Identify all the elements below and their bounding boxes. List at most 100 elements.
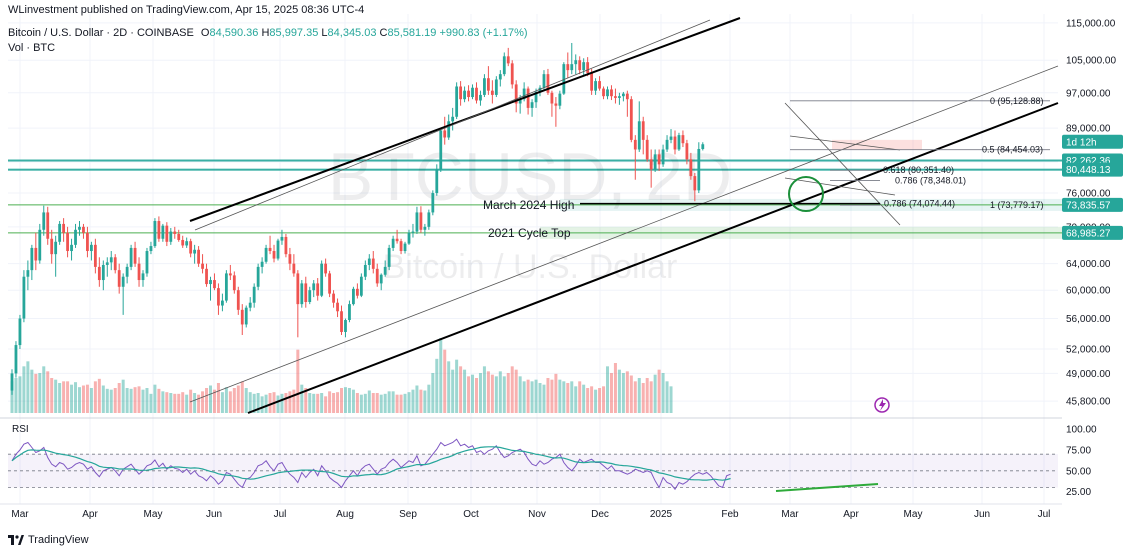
- volume-bar: [212, 389, 216, 413]
- volume-bar: [66, 381, 70, 413]
- candle-body: [443, 130, 447, 138]
- grid-layer: [0, 14, 1125, 505]
- volume-bar: [252, 393, 256, 413]
- volume-bar: [502, 376, 506, 413]
- candle-body: [614, 96, 617, 98]
- volume-bar: [276, 395, 280, 413]
- price-tag-label: 82,262.36: [1066, 156, 1111, 167]
- volume-bar: [232, 388, 236, 413]
- volume-bar: [363, 393, 367, 413]
- volume-bar: [570, 381, 574, 413]
- rsi-pane-label: RSI: [12, 424, 29, 435]
- volume-bar: [236, 385, 240, 413]
- volume-bar: [530, 381, 534, 413]
- candle-body: [90, 244, 93, 252]
- volume-bar: [340, 388, 344, 413]
- volume-bar: [415, 385, 419, 413]
- volume-bar: [494, 376, 498, 413]
- volume-bar: [177, 393, 181, 413]
- volume-bar: [320, 393, 324, 413]
- candle-body: [161, 225, 165, 239]
- candle-body: [467, 90, 470, 98]
- candle-body: [399, 241, 403, 252]
- candle-body: [224, 273, 228, 301]
- candle-body: [320, 263, 324, 296]
- volume-bar: [586, 388, 590, 413]
- candle-body: [82, 226, 85, 233]
- volume-bar: [70, 384, 74, 413]
- candle-body: [546, 74, 550, 93]
- candle-body: [375, 268, 379, 284]
- volume-bar: [554, 373, 558, 413]
- candle-body: [304, 283, 308, 303]
- candle-body: [514, 84, 518, 104]
- volume-bar: [121, 379, 125, 413]
- volume-bar: [248, 392, 252, 413]
- volume-bar: [50, 378, 54, 413]
- volume-bar: [280, 393, 284, 413]
- candle-body: [157, 221, 161, 239]
- time-tick-label: Mar: [781, 509, 799, 520]
- candle-body: [558, 93, 562, 106]
- symbol-label[interactable]: Bitcoin / U.S. Dollar · 2D · COINBASE: [8, 27, 194, 39]
- candle-body: [522, 88, 526, 100]
- candle-body: [582, 62, 586, 71]
- watermark-sub: Bitcoin / U.S. Dollar: [383, 248, 678, 286]
- volume-bar: [18, 376, 22, 413]
- candle-body: [554, 103, 558, 106]
- candle-body: [272, 251, 276, 259]
- candle-body: [268, 247, 272, 252]
- volume-bar: [562, 381, 566, 413]
- volume-legend[interactable]: Vol · BTC: [8, 42, 55, 54]
- candle-body: [487, 78, 490, 91]
- volume-bar: [149, 393, 153, 413]
- candle-body: [197, 249, 200, 264]
- candle-body: [101, 264, 105, 281]
- candle-body: [574, 60, 578, 65]
- candle-body: [471, 87, 474, 98]
- volume-bar: [546, 378, 550, 413]
- annotation-label-0: March 2024 High: [483, 198, 574, 212]
- time-tick-label: Apr: [82, 509, 98, 520]
- volume-bar: [653, 374, 657, 413]
- candle-body: [367, 258, 371, 265]
- candle-body: [10, 373, 14, 391]
- volume-bar: [590, 386, 594, 413]
- volume-bar: [85, 384, 89, 413]
- resistance-zone: [832, 139, 922, 150]
- candle-body: [117, 270, 121, 287]
- fib-label-2: 0.618 (80,351.40): [883, 165, 954, 175]
- volume-bar: [566, 383, 570, 413]
- volume-bar: [482, 366, 486, 413]
- volume-bar: [336, 392, 340, 413]
- candle-body: [463, 90, 466, 100]
- volume-bar: [193, 393, 197, 413]
- volume-label[interactable]: Vol · BTC: [8, 42, 56, 54]
- volume-bar: [403, 393, 407, 413]
- volume-bar: [105, 388, 109, 413]
- candle-body: [169, 231, 173, 242]
- candle-body: [125, 266, 129, 277]
- volume-bar: [514, 369, 518, 413]
- candle-body: [66, 232, 69, 252]
- ohlc-legend[interactable]: Bitcoin / U.S. Dollar · 2D · COINBASE O8…: [8, 27, 528, 39]
- volume-bar: [161, 391, 165, 413]
- candle-body: [510, 63, 514, 85]
- volume-bar: [490, 374, 494, 413]
- volume-bar: [463, 369, 467, 413]
- volume-bar: [26, 361, 30, 413]
- volume-bar: [427, 384, 431, 413]
- volume-bar: [173, 393, 177, 413]
- candle-body: [26, 270, 30, 277]
- volume-bar: [613, 363, 617, 413]
- candle-body: [209, 280, 212, 285]
- volume-bar: [602, 386, 606, 413]
- candle-body: [538, 87, 542, 92]
- time-tick-label: Nov: [528, 509, 546, 520]
- inner-channel-lower: [189, 65, 1059, 403]
- candle-body: [201, 263, 204, 269]
- volume-bar: [312, 393, 316, 413]
- candle-body: [177, 233, 181, 240]
- candle-body: [578, 60, 582, 71]
